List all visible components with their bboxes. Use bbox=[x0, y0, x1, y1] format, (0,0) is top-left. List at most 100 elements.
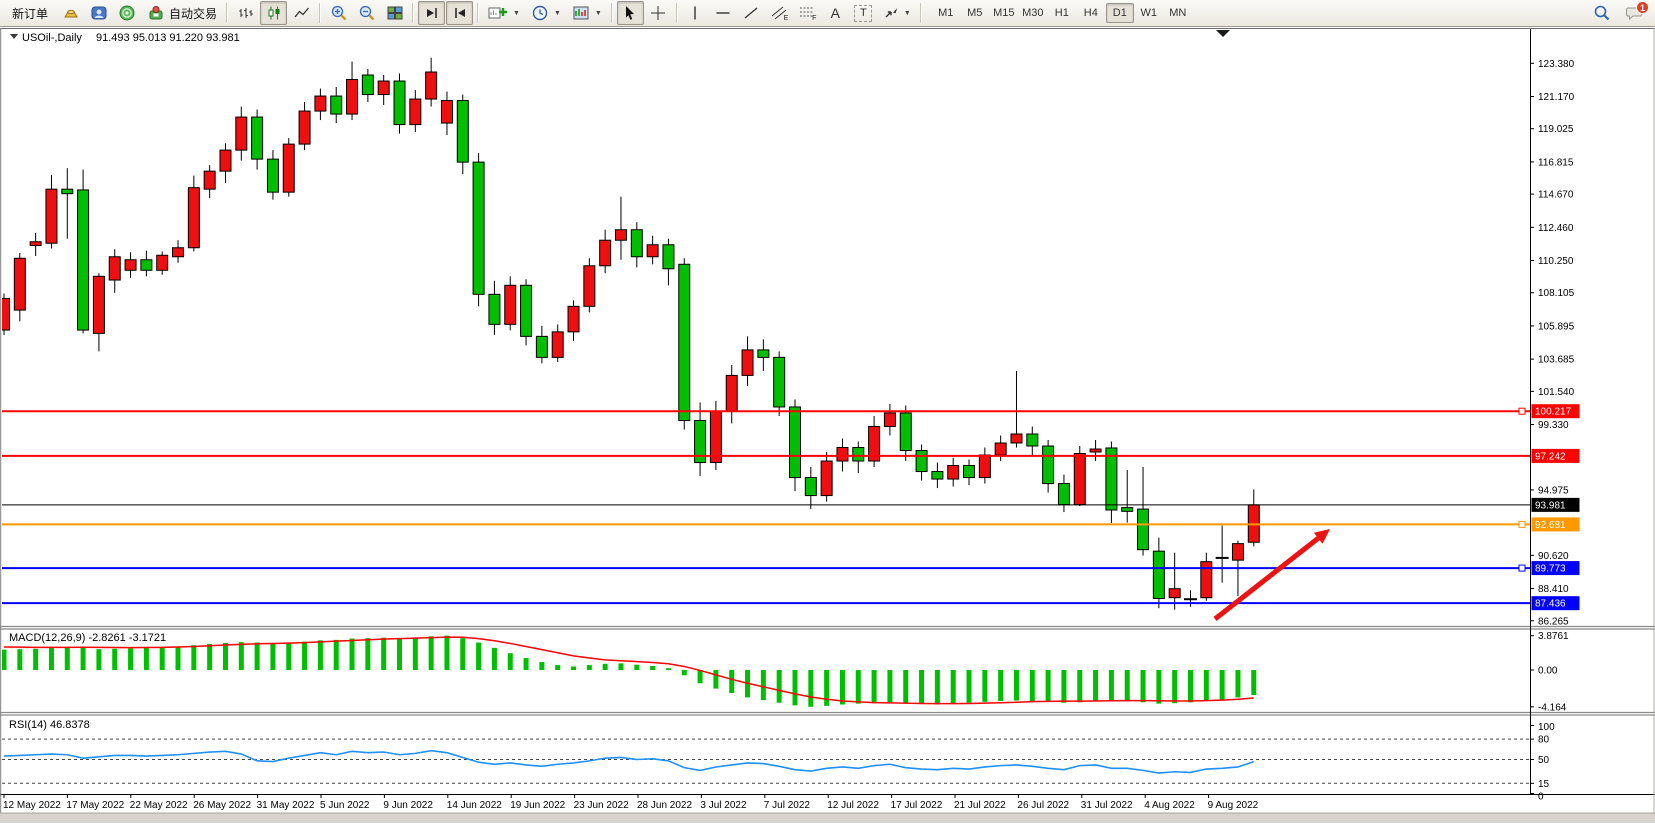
svg-text:97.242: 97.242 bbox=[1535, 451, 1566, 462]
svg-text:112.460: 112.460 bbox=[1538, 223, 1574, 234]
horizontal-line-icon[interactable] bbox=[710, 1, 737, 25]
toolbar-separator bbox=[675, 3, 678, 23]
svg-text:121.170: 121.170 bbox=[1538, 92, 1575, 103]
price-badge bbox=[1531, 404, 1580, 419]
svg-text:5 Jun 2022: 5 Jun 2022 bbox=[320, 800, 370, 811]
price-badge bbox=[1531, 561, 1580, 576]
chevron-down-icon: ▼ bbox=[594, 9, 602, 17]
bar-chart-icon[interactable] bbox=[232, 1, 259, 25]
toolbar: 新订单 自动交易 ▼ ▼ ▼ bbox=[0, 0, 1655, 27]
svg-text:7 Jul 2022: 7 Jul 2022 bbox=[764, 800, 811, 811]
candlestick-chart-icon[interactable] bbox=[260, 1, 288, 25]
gold-ingot-icon[interactable] bbox=[57, 1, 84, 25]
label-letter: T bbox=[859, 6, 867, 19]
signals-icon[interactable] bbox=[113, 1, 140, 25]
timeframe-m5[interactable]: M5 bbox=[961, 3, 989, 23]
new-order-button[interactable]: 新订单 bbox=[4, 2, 56, 24]
crosshair-icon[interactable] bbox=[645, 1, 672, 25]
svg-text:116.815: 116.815 bbox=[1538, 157, 1574, 168]
svg-text:17 Jul 2022: 17 Jul 2022 bbox=[891, 800, 943, 811]
timeframe-m15[interactable]: M15 bbox=[990, 3, 1018, 23]
timeframe-d1[interactable]: D1 bbox=[1105, 3, 1134, 23]
arrows-tool-button[interactable]: ▼ bbox=[878, 1, 916, 25]
svg-text:50: 50 bbox=[1538, 755, 1550, 766]
svg-text:12 Jul 2022: 12 Jul 2022 bbox=[827, 800, 879, 811]
svg-text:0.00: 0.00 bbox=[1538, 666, 1558, 677]
timeframe-m30[interactable]: M30 bbox=[1019, 3, 1047, 23]
svg-text:28 Jun 2022: 28 Jun 2022 bbox=[637, 800, 692, 811]
line-chart-icon[interactable] bbox=[288, 1, 315, 25]
svg-text:17 May 2022: 17 May 2022 bbox=[66, 800, 124, 811]
svg-text:101.540: 101.540 bbox=[1538, 387, 1575, 398]
horizontal-lines[interactable] bbox=[2, 407, 1530, 605]
svg-text:14 Jun 2022: 14 Jun 2022 bbox=[447, 800, 502, 811]
toolbar-separator bbox=[412, 3, 415, 23]
chart-shift-marker[interactable] bbox=[1216, 30, 1230, 37]
svg-text:99.330: 99.330 bbox=[1538, 420, 1569, 431]
chart-shift-icon[interactable] bbox=[446, 1, 474, 25]
zoom-out-icon[interactable] bbox=[353, 1, 380, 25]
tile-windows-icon[interactable] bbox=[381, 1, 408, 25]
toolbar-separator bbox=[477, 3, 480, 23]
auto-scroll-icon[interactable] bbox=[418, 1, 446, 25]
price-badge bbox=[1531, 497, 1580, 512]
toolbar-separator bbox=[610, 3, 613, 23]
timeframe-w1[interactable]: W1 bbox=[1135, 3, 1163, 23]
svg-text:4 Aug 2022: 4 Aug 2022 bbox=[1144, 800, 1195, 811]
macd-signal-line bbox=[3, 636, 1254, 705]
new-chart-button[interactable]: ▼ bbox=[483, 1, 525, 25]
time-axis: 12 May 2022 17 May 2022 22 May 2022 26 May … bbox=[0, 794, 1655, 811]
notification-badge: 1 bbox=[1636, 1, 1649, 14]
svg-text:26 Jul 2022: 26 Jul 2022 bbox=[1017, 800, 1069, 811]
chart-canvas[interactable]: MACD(12,26,9) -2.8261 -3.1721 RSI(14) 46.… bbox=[0, 28, 1655, 823]
svg-text:0: 0 bbox=[1538, 792, 1544, 803]
timeframe-mn[interactable]: MN bbox=[1164, 3, 1192, 23]
search-icon[interactable] bbox=[1588, 1, 1615, 25]
hline-handle[interactable] bbox=[1518, 564, 1526, 572]
rsi-pane bbox=[2, 738, 1530, 784]
channel-letter: E bbox=[783, 15, 789, 22]
trendline-icon[interactable] bbox=[738, 1, 765, 25]
svg-text:21 Jul 2022: 21 Jul 2022 bbox=[954, 800, 1006, 811]
chat-button[interactable]: 1 bbox=[1621, 1, 1649, 24]
periods-clock-button[interactable]: ▼ bbox=[526, 1, 566, 25]
svg-text:15: 15 bbox=[1538, 779, 1550, 790]
hline-handle[interactable] bbox=[1518, 520, 1526, 528]
svg-text:123.380: 123.380 bbox=[1538, 59, 1575, 70]
svg-text:23 Jun 2022: 23 Jun 2022 bbox=[574, 800, 629, 811]
rsi-line bbox=[3, 749, 1255, 774]
channel-icon[interactable]: E bbox=[766, 1, 793, 25]
svg-text:-4.164: -4.164 bbox=[1538, 702, 1567, 713]
svg-text:93.981: 93.981 bbox=[1535, 500, 1566, 511]
timeframe-h1[interactable]: H1 bbox=[1048, 3, 1076, 23]
text-label-icon[interactable]: T bbox=[850, 1, 877, 25]
vertical-line-icon[interactable] bbox=[682, 1, 709, 25]
ohlc-values: 91.493 95.013 91.220 93.981 bbox=[96, 32, 240, 44]
price-badge bbox=[1531, 517, 1580, 532]
price-badge bbox=[1531, 448, 1580, 463]
svg-text:105.895: 105.895 bbox=[1538, 321, 1575, 332]
fibonacci-icon[interactable]: F bbox=[794, 1, 821, 25]
svg-text:80: 80 bbox=[1538, 735, 1550, 746]
zoom-in-icon[interactable] bbox=[325, 1, 352, 25]
text-icon[interactable]: A bbox=[822, 1, 849, 25]
svg-text:9 Aug 2022: 9 Aug 2022 bbox=[1208, 800, 1259, 811]
svg-text:9 Jun 2022: 9 Jun 2022 bbox=[383, 800, 433, 811]
hline-handle[interactable] bbox=[1518, 407, 1526, 415]
svg-text:31 May 2022: 31 May 2022 bbox=[257, 800, 315, 811]
trend-arrow[interactable] bbox=[1213, 529, 1330, 621]
svg-text:31 Jul 2022: 31 Jul 2022 bbox=[1081, 800, 1133, 811]
timeframe-h4[interactable]: H4 bbox=[1077, 3, 1105, 23]
timeframe-bar: M1 M5 M15 M30 H1 H4 D1 W1 MN bbox=[932, 3, 1192, 23]
svg-text:119.025: 119.025 bbox=[1538, 124, 1574, 135]
chart-template-button[interactable]: ▼ bbox=[567, 1, 607, 25]
autotrading-button[interactable]: 自动交易 bbox=[141, 2, 222, 24]
svg-text:108.105: 108.105 bbox=[1538, 288, 1575, 299]
svg-text:87.436: 87.436 bbox=[1535, 599, 1566, 610]
fibo-letter: F bbox=[812, 15, 817, 22]
community-icon[interactable] bbox=[85, 1, 112, 25]
cursor-icon[interactable] bbox=[616, 1, 644, 25]
timeframe-m1[interactable]: M1 bbox=[932, 3, 960, 23]
symbol-dropdown-icon[interactable] bbox=[10, 34, 18, 39]
symbol-period-label: USOil-,Daily bbox=[22, 32, 82, 44]
